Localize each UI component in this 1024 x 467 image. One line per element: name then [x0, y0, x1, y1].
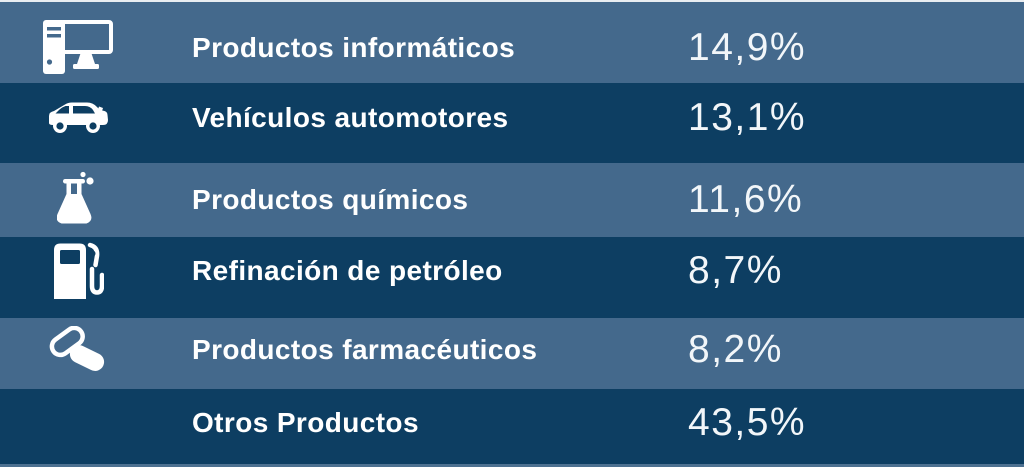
row-label: Productos informáticos — [192, 31, 516, 63]
table-row: Productos químicos 11,6% — [0, 163, 1024, 237]
row-value: 43,5% — [688, 401, 807, 444]
row-label: Productos químicos — [192, 184, 469, 215]
row-label: Refinación de petróleo — [192, 254, 503, 286]
row-value: 13,1% — [688, 96, 807, 139]
table-row: Refinación de petróleo 8,7% — [0, 237, 1024, 318]
row-value: 8,7% — [688, 248, 783, 292]
table-row: Vehículos automotores 13,1% — [0, 83, 1024, 163]
table-row: Productos informáticos 14,9% — [0, 2, 1024, 83]
flask-icon — [0, 171, 155, 229]
top-divider — [0, 0, 1024, 2]
row-value: 11,6% — [688, 178, 804, 221]
computer-icon — [0, 19, 155, 76]
car-icon — [0, 100, 155, 136]
pills-icon — [0, 326, 155, 374]
fuel-pump-icon — [0, 241, 155, 301]
table-row: Productos farmacéuticos 8,2% — [0, 318, 1024, 389]
row-label: Vehículos automotores — [192, 102, 509, 133]
row-value: 14,9% — [688, 25, 807, 69]
row-label: Otros Productos — [192, 407, 419, 438]
table-row: Otros Productos 43,5% — [0, 389, 1024, 464]
bottom-strip — [0, 464, 1024, 467]
row-value: 8,2% — [688, 328, 783, 371]
row-label: Productos farmacéuticos — [192, 334, 538, 365]
